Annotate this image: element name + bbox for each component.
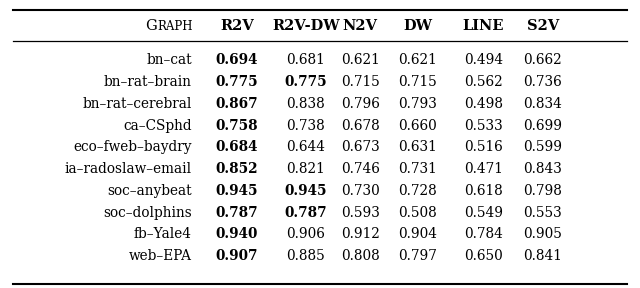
Text: 0.631: 0.631	[399, 141, 437, 154]
Text: 0.533: 0.533	[464, 119, 502, 133]
Text: 0.593: 0.593	[341, 206, 380, 220]
Text: 0.775: 0.775	[216, 75, 258, 89]
Text: 0.684: 0.684	[216, 141, 258, 154]
Text: 0.738: 0.738	[287, 119, 325, 133]
Text: 0.798: 0.798	[524, 184, 562, 198]
Text: 0.797: 0.797	[399, 249, 437, 263]
Text: 0.699: 0.699	[524, 119, 562, 133]
Text: 0.644: 0.644	[287, 141, 325, 154]
Text: 0.650: 0.650	[464, 249, 502, 263]
Text: 0.660: 0.660	[399, 119, 437, 133]
Text: 0.787: 0.787	[216, 206, 258, 220]
Text: 0.715: 0.715	[399, 75, 437, 89]
Text: bn–rat–cerebral: bn–rat–cerebral	[83, 97, 192, 111]
Text: 0.746: 0.746	[341, 162, 380, 176]
Text: 0.673: 0.673	[341, 141, 380, 154]
Text: G: G	[145, 20, 157, 33]
Text: R2V-DW: R2V-DW	[272, 20, 340, 33]
Text: 0.885: 0.885	[287, 249, 325, 263]
Text: 0.906: 0.906	[287, 228, 325, 241]
Text: 0.905: 0.905	[524, 228, 562, 241]
Text: 0.715: 0.715	[341, 75, 380, 89]
Text: DW: DW	[403, 20, 433, 33]
Text: 0.867: 0.867	[216, 97, 258, 111]
Text: N2V: N2V	[343, 20, 378, 33]
Text: ca–CSphd: ca–CSphd	[124, 119, 192, 133]
Text: LINE: LINE	[463, 20, 504, 33]
Text: 0.553: 0.553	[524, 206, 562, 220]
Text: 0.775: 0.775	[285, 75, 327, 89]
Text: soc–anybeat: soc–anybeat	[108, 184, 192, 198]
Text: 0.808: 0.808	[341, 249, 380, 263]
Text: 0.618: 0.618	[464, 184, 502, 198]
Text: 0.508: 0.508	[399, 206, 437, 220]
Text: 0.678: 0.678	[341, 119, 380, 133]
Text: 0.494: 0.494	[463, 54, 503, 67]
Text: 0.736: 0.736	[524, 75, 562, 89]
Text: 0.731: 0.731	[399, 162, 437, 176]
Text: 0.621: 0.621	[399, 54, 437, 67]
Text: 0.694: 0.694	[216, 54, 258, 67]
Text: 0.945: 0.945	[216, 184, 258, 198]
Text: 0.599: 0.599	[524, 141, 562, 154]
Text: 0.549: 0.549	[464, 206, 502, 220]
Text: fb–Yale4: fb–Yale4	[134, 228, 192, 241]
Text: 0.562: 0.562	[464, 75, 502, 89]
Text: 0.758: 0.758	[216, 119, 258, 133]
Text: 0.471: 0.471	[464, 162, 502, 176]
Text: 0.498: 0.498	[464, 97, 502, 111]
Text: 0.793: 0.793	[399, 97, 437, 111]
Text: 0.516: 0.516	[464, 141, 502, 154]
Text: web–EPA: web–EPA	[129, 249, 192, 263]
Text: 0.834: 0.834	[524, 97, 562, 111]
Text: bn–cat: bn–cat	[147, 54, 192, 67]
Text: 0.912: 0.912	[341, 228, 380, 241]
Text: 0.940: 0.940	[216, 228, 258, 241]
Text: 0.841: 0.841	[524, 249, 562, 263]
Text: 0.904: 0.904	[399, 228, 437, 241]
Text: 0.907: 0.907	[216, 249, 258, 263]
Text: bn–rat–brain: bn–rat–brain	[104, 75, 192, 89]
Text: 0.945: 0.945	[285, 184, 327, 198]
Text: 0.728: 0.728	[399, 184, 437, 198]
Text: ia–radoslaw–email: ia–radoslaw–email	[65, 162, 192, 176]
Text: 0.681: 0.681	[287, 54, 325, 67]
Text: 0.784: 0.784	[464, 228, 502, 241]
Text: eco–fweb–baydry: eco–fweb–baydry	[74, 141, 192, 154]
Text: soc–dolphins: soc–dolphins	[103, 206, 192, 220]
Text: 0.852: 0.852	[216, 162, 258, 176]
Text: 0.796: 0.796	[341, 97, 380, 111]
Text: 0.787: 0.787	[285, 206, 327, 220]
Text: R2V: R2V	[220, 20, 253, 33]
Text: RAPH: RAPH	[157, 20, 193, 33]
Text: 0.821: 0.821	[287, 162, 325, 176]
Text: 0.662: 0.662	[524, 54, 562, 67]
Text: S2V: S2V	[527, 20, 559, 33]
Text: 0.838: 0.838	[287, 97, 325, 111]
Text: 0.843: 0.843	[524, 162, 562, 176]
Text: 0.621: 0.621	[341, 54, 380, 67]
Text: 0.730: 0.730	[341, 184, 380, 198]
